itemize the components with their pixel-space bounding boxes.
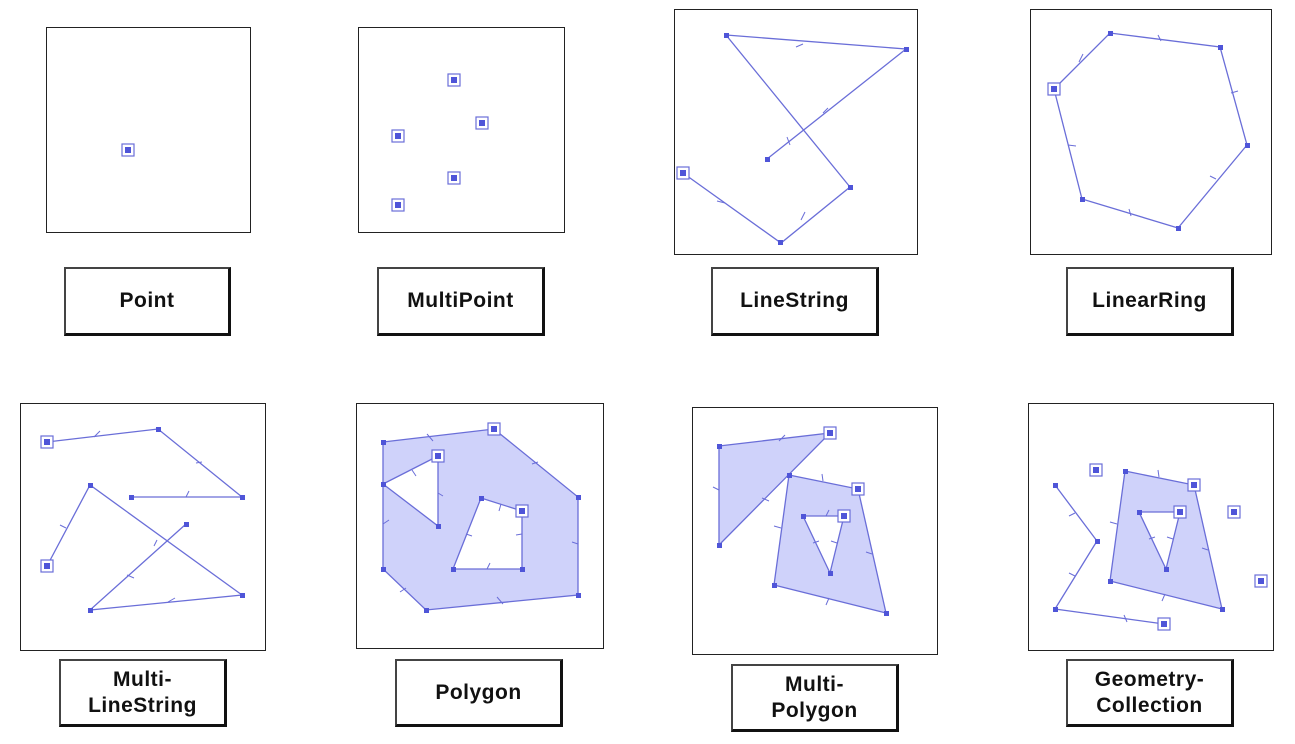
polygon-vertex — [884, 611, 889, 616]
line-vertex — [129, 495, 134, 500]
direction-marker — [59, 430, 203, 603]
linestring-vertex — [724, 33, 729, 38]
polygon-label: Polygon — [395, 659, 563, 727]
multipoint-vertex — [447, 171, 461, 185]
line-segment — [1053, 484, 1165, 625]
multipoint-vertex — [391, 129, 405, 143]
line-vertex — [1053, 483, 1058, 488]
polygon-shape — [381, 428, 579, 611]
point-vertex — [121, 143, 135, 157]
direction-marker — [712, 434, 873, 606]
polygon-vertex — [787, 473, 792, 478]
linestring-vertex — [778, 240, 783, 245]
polygon-vertex — [381, 440, 386, 445]
linestring-path — [682, 34, 908, 244]
direction-marker — [716, 43, 829, 221]
point-label: Point — [64, 267, 231, 336]
direction-marker — [382, 433, 579, 605]
linearring-vertex — [1080, 197, 1085, 202]
polygon-drawing — [381, 422, 581, 613]
multipoint-vertex — [447, 73, 461, 87]
polygon-vertex — [717, 543, 722, 548]
line-segment — [46, 484, 244, 611]
multipoint-drawing — [391, 73, 489, 212]
polygon-vertex — [520, 567, 525, 572]
multipoint-vertex — [475, 116, 489, 130]
polygon-vertex — [1123, 469, 1128, 474]
multilinestring-diagram — [20, 403, 266, 651]
linestring-drawing — [676, 33, 909, 245]
linearring-vertex — [1176, 226, 1181, 231]
linestring-vertex — [848, 185, 853, 190]
direction-marker — [1067, 34, 1239, 217]
polygon-vertex — [772, 583, 777, 588]
line-vertex — [88, 608, 93, 613]
line-segment — [46, 428, 243, 498]
polygon-diagram — [356, 403, 604, 649]
polygon-vertex — [436, 524, 441, 529]
geometrycollection-label: Geometry- Collection — [1066, 659, 1234, 727]
polygon-vertex — [576, 495, 581, 500]
line-vertex — [88, 483, 93, 488]
multipolygon-label: Multi- Polygon — [731, 664, 899, 732]
polygon-vertex — [381, 482, 386, 487]
linestring-label: LineString — [711, 267, 879, 336]
linearring-drawing — [1047, 31, 1250, 231]
linestring-vertex — [765, 157, 770, 162]
line-vertex — [240, 593, 245, 598]
linearring-diagram — [1030, 9, 1272, 255]
polygon-vertex — [381, 567, 386, 572]
multilinestring-drawing — [40, 427, 245, 613]
line-vertex — [240, 495, 245, 500]
polygon-vertex — [424, 608, 429, 613]
polygon-vertex — [1164, 567, 1169, 572]
point-vertex — [1089, 463, 1103, 477]
polygon-vertex — [1137, 510, 1142, 515]
multipoint-diagram — [358, 27, 565, 233]
linearring-label: LinearRing — [1066, 267, 1234, 336]
point-vertex — [1254, 574, 1268, 588]
multipolygon-diagram — [692, 407, 938, 655]
geometrycollection-diagram — [1028, 403, 1274, 651]
linestring-vertex — [904, 47, 909, 52]
polygon-vertex — [576, 593, 581, 598]
point-vertex — [1227, 505, 1241, 519]
multipoint-label: MultiPoint — [377, 267, 545, 336]
multipolygon-drawing — [712, 426, 889, 616]
line-vertex — [1095, 539, 1100, 544]
linearring-vertex — [1245, 143, 1250, 148]
linestring-diagram — [674, 9, 918, 255]
point-drawing — [121, 143, 135, 157]
geometrycollection-drawing — [1053, 463, 1268, 631]
line-vertex — [184, 522, 189, 527]
polygon-vertex — [1220, 607, 1225, 612]
polygon-shape — [1109, 470, 1223, 610]
multilinestring-label: Multi- LineString — [59, 659, 227, 727]
polygon-shape — [773, 474, 887, 614]
polygon-vertex — [1108, 579, 1113, 584]
linearring-vertex — [1108, 31, 1113, 36]
point-diagram — [46, 27, 251, 233]
line-vertex — [156, 427, 161, 432]
linearring-vertex — [1218, 45, 1223, 50]
polygon-vertex — [801, 514, 806, 519]
polygon-vertex — [451, 567, 456, 572]
polygon-shape — [718, 432, 832, 547]
polygon-vertex — [828, 571, 833, 576]
direction-marker — [1068, 469, 1209, 623]
polygon-vertex — [717, 444, 722, 449]
line-vertex — [1053, 607, 1058, 612]
polygon-vertex — [479, 496, 484, 501]
multipoint-vertex — [391, 198, 405, 212]
